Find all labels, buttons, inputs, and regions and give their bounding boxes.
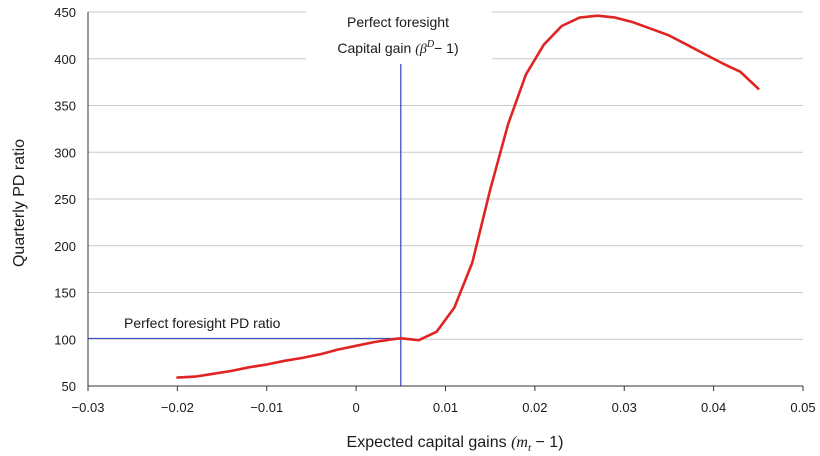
- x-tick-label: 0.02: [522, 400, 547, 415]
- gridlines: [88, 11, 803, 340]
- y-tick-label: 400: [54, 52, 76, 67]
- x-tick-label: 0: [353, 400, 360, 415]
- y-tick-label: 50: [62, 379, 76, 394]
- y-tick-label: 100: [54, 332, 76, 347]
- x-tick-label: −0.01: [250, 400, 283, 415]
- x-tick-label: 0.05: [790, 400, 815, 415]
- y-tick-label: 450: [54, 5, 76, 20]
- hline-label: Perfect foresight PD ratio: [124, 315, 281, 331]
- x-tick-label: 0.03: [612, 400, 637, 415]
- y-tick-label: 350: [54, 99, 76, 114]
- x-tick-label: 0.04: [701, 400, 726, 415]
- y-tick-label: 250: [54, 192, 76, 207]
- vline-label-line2: Capital gain (βD− 1): [337, 39, 458, 57]
- vline-label-line1: Perfect foresight: [347, 14, 449, 30]
- y-tick-label: 150: [54, 286, 76, 301]
- x-tick-label: −0.02: [161, 400, 194, 415]
- x-tick-marks: [87, 386, 804, 391]
- x-axis-title: Expected capital gains (mt − 1): [347, 434, 564, 454]
- y-tick-labels: 50 100 150 200 250 300 350 400 450: [54, 5, 76, 394]
- y-tick-label: 300: [54, 145, 76, 160]
- pd-ratio-series-line: [176, 14, 760, 379]
- vline-label-background: [306, 6, 492, 61]
- x-tick-label: 0.01: [433, 400, 458, 415]
- y-tick-label: 200: [54, 239, 76, 254]
- x-tick-label: −0.03: [72, 400, 105, 415]
- y-axis-title: Quarterly PD ratio: [11, 139, 28, 267]
- x-tick-labels: −0.03 −0.02 −0.01 0 0.01 0.02 0.03 0.04 0.05: [72, 400, 816, 415]
